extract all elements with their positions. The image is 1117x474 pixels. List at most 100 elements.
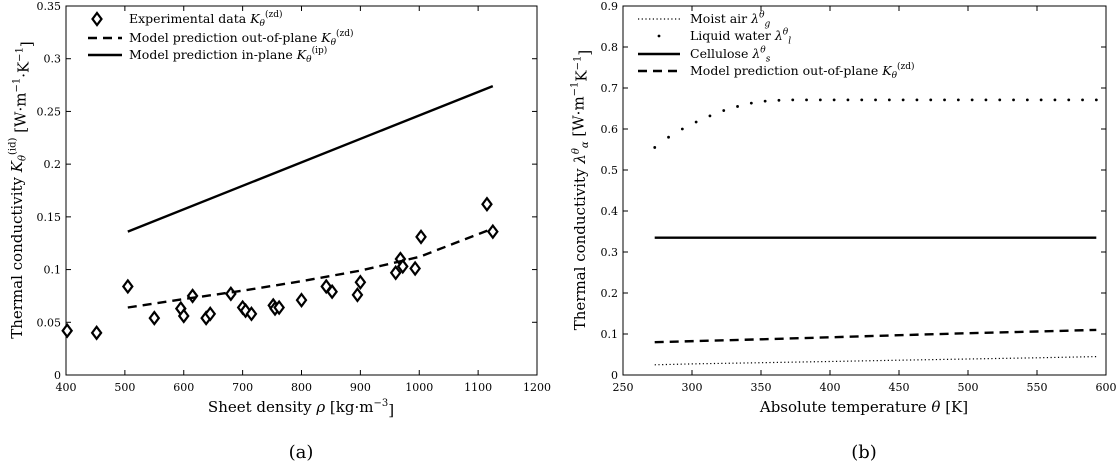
data-point-dot xyxy=(970,98,974,102)
y-tick-label: 0.1 xyxy=(601,328,619,341)
data-point-diamond xyxy=(121,278,134,295)
x-tick-label: 550 xyxy=(1027,381,1048,394)
y-tick-label: 0.35 xyxy=(37,0,62,13)
data-point-dot xyxy=(929,98,933,102)
data-point-dot xyxy=(722,109,726,112)
y-tick-label: 0.2 xyxy=(601,287,619,300)
series-line xyxy=(654,356,1097,366)
x-tick-label: 900 xyxy=(350,381,371,394)
data-point-diamond xyxy=(486,223,499,240)
data-point-dot xyxy=(818,98,822,102)
x-tick-label: 350 xyxy=(751,381,772,394)
data-point-diamond xyxy=(354,274,367,291)
legend-swatch-dot xyxy=(657,34,661,38)
chart-panel-a: 400 500 600 700 800 900 1000 1100 1200 0 0.05 0.1 0.… xyxy=(8,0,552,463)
x-tick-label: 800 xyxy=(291,381,312,394)
data-point-diamond xyxy=(148,310,161,326)
data-point-diamond xyxy=(351,287,364,303)
data-point-diamond xyxy=(245,306,258,322)
legend-marker-diamond xyxy=(91,11,103,27)
data-point-diamond xyxy=(61,322,74,339)
y-tick-label: 0.7 xyxy=(601,82,619,95)
y-tick-label: 0.25 xyxy=(37,105,62,118)
data-point-dot xyxy=(1094,98,1098,102)
x-tick-label: 1200 xyxy=(523,381,551,394)
data-point-diamond xyxy=(204,306,217,322)
data-point-dot xyxy=(901,98,905,102)
legend-label: Moist air λθg xyxy=(690,11,771,30)
data-point-diamond xyxy=(224,285,237,302)
x-tick-label: 700 xyxy=(232,381,253,394)
legend-label: Cellulose λθs xyxy=(690,46,771,65)
y-tick-label: 0.15 xyxy=(37,211,62,224)
x-tick-label: 500 xyxy=(958,381,979,394)
data-point-dot xyxy=(805,98,808,102)
panel-caption: (b) xyxy=(851,442,877,463)
data-point-dot xyxy=(791,98,795,102)
data-point-dot xyxy=(832,98,836,102)
data-point-diamond xyxy=(177,308,190,324)
y-tick-label: 0.2 xyxy=(44,158,62,171)
data-point-dot xyxy=(763,99,767,103)
x-tick-label: 400 xyxy=(56,381,77,394)
data-point-dot xyxy=(708,114,712,118)
data-point-dot xyxy=(874,98,877,102)
x-tick-label: 600 xyxy=(1096,381,1117,394)
data-point-diamond xyxy=(389,264,402,281)
data-point-diamond xyxy=(295,292,308,308)
data-point-dot xyxy=(1053,98,1057,102)
data-point-dot xyxy=(667,135,670,139)
data-point-diamond xyxy=(273,299,286,316)
x-tick-label: 300 xyxy=(682,381,703,394)
data-point-dot xyxy=(1012,98,1015,102)
data-point-dot xyxy=(749,101,753,105)
data-point-dot xyxy=(1039,98,1043,102)
data-point-dot xyxy=(998,98,1002,102)
y-tick-label: 0.9 xyxy=(601,0,619,13)
x-axis-label: Sheet density ρ [kg·m−3] xyxy=(208,398,394,419)
x-tick-label: 450 xyxy=(889,381,910,394)
y-tick-label: 0.3 xyxy=(44,53,62,66)
data-point-dot xyxy=(943,98,946,102)
legend-label: Model prediction out-of-plane Kθ(zd) xyxy=(129,28,354,48)
legend-label: Experimental data Kθ(zd) xyxy=(129,9,283,29)
legend-label: Model prediction out-of-plane Kθ(zd) xyxy=(690,61,915,81)
y-tick-label: 0 xyxy=(54,369,61,382)
data-point-dot xyxy=(1081,98,1084,102)
plot-frame xyxy=(622,5,1107,376)
x-tick-label: 600 xyxy=(173,381,194,394)
chart-panel-b: 250 300 350 400 450 500 550 600 0 0.1 0.2 0.3 0.4 0.5… xyxy=(570,0,1117,463)
x-tick-label: 1100 xyxy=(464,381,492,394)
data-point-diamond xyxy=(409,260,422,277)
x-tick-label: 400 xyxy=(820,381,841,394)
y-tick-label: 0.8 xyxy=(601,41,619,54)
data-point-dot xyxy=(680,127,684,131)
series-line xyxy=(654,328,1097,344)
data-point-dot xyxy=(1025,98,1029,102)
y-tick-label: 0.6 xyxy=(601,123,619,136)
data-point-dot xyxy=(653,146,657,149)
data-point-diamond xyxy=(415,229,427,245)
data-point-diamond xyxy=(326,283,338,300)
data-point-diamond xyxy=(186,288,199,304)
data-point-dot xyxy=(1067,98,1071,102)
y-tick-label: 0.05 xyxy=(37,316,62,329)
data-point-dot xyxy=(915,98,919,102)
y-tick-label: 0.5 xyxy=(601,164,619,177)
x-tick-label: 250 xyxy=(613,381,634,394)
y-axis-label: Thermal conductivity λθα [W·m−1K−1] xyxy=(570,50,594,331)
data-point-dot xyxy=(694,120,698,124)
data-point-dot xyxy=(984,98,988,102)
data-point-dot xyxy=(956,98,960,102)
data-point-diamond xyxy=(90,324,103,341)
series-line xyxy=(127,227,494,309)
y-tick-label: 0.4 xyxy=(601,205,619,218)
y-tick-label: 0.1 xyxy=(44,264,62,277)
legend-label: Model prediction in-plane Kθ(ip) xyxy=(129,45,327,65)
y-axis-label: Thermal conductivity Kθ(id) [W·m−1·K−1] xyxy=(8,41,36,339)
x-tick-label: 500 xyxy=(114,381,135,394)
panel-caption: (a) xyxy=(289,442,314,463)
data-point-dot xyxy=(860,98,864,102)
data-point-dot xyxy=(777,98,781,102)
